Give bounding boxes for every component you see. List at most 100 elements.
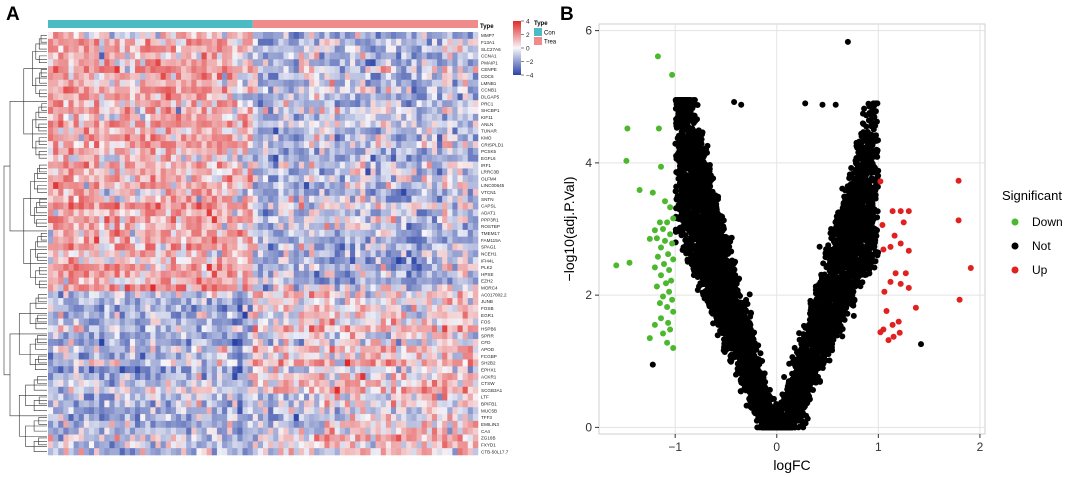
heatmap-cell (145, 202, 151, 210)
heatmap-cell (319, 414, 325, 422)
heatmap-cell (109, 141, 115, 149)
heatmap-cell (257, 195, 264, 203)
heatmap-cell (175, 161, 182, 169)
heatmap-cell (232, 427, 238, 435)
heatmap-cell (263, 243, 269, 251)
heatmap-cell (334, 407, 341, 415)
heatmap-cell (385, 120, 392, 128)
heatmap-cell (119, 52, 126, 60)
heatmap-cell (329, 291, 335, 299)
heatmap-cell (165, 72, 172, 81)
heatmap-cell (452, 72, 458, 81)
heatmap-cell (309, 427, 315, 435)
heatmap-cell (288, 311, 295, 319)
heatmap-cell (109, 72, 115, 81)
heatmap-cell (206, 298, 213, 306)
heatmap-cell (390, 352, 397, 360)
heatmap-cell (426, 93, 433, 101)
heatmap-cell (247, 325, 254, 333)
heatmap-cell (370, 270, 376, 278)
heatmap-cell (135, 93, 141, 101)
heatmap-cell (283, 79, 289, 87)
heatmap-cell (109, 366, 115, 374)
heatmap-cell (175, 113, 182, 121)
heatmap-cell (334, 311, 341, 319)
heatmap-cell (206, 291, 213, 299)
heatmap-cell (181, 195, 187, 203)
heatmap-cell (109, 325, 115, 333)
heatmap-cell (237, 236, 243, 244)
heatmap-cell (421, 134, 428, 142)
heatmap-cell (88, 216, 95, 224)
heatmap-cell (135, 359, 141, 367)
heatmap-cell (334, 168, 341, 176)
heatmap-cell (211, 339, 218, 347)
heatmap-cell (63, 168, 69, 176)
heatmap-cell (155, 311, 161, 319)
heatmap-cell (437, 141, 443, 149)
heatmap-cell (201, 32, 207, 40)
heatmap-cell (396, 182, 402, 190)
heatmap-cell (344, 311, 351, 319)
heatmap-cell (191, 223, 197, 231)
heatmap-cell (227, 66, 233, 74)
heatmap-cell (288, 45, 295, 53)
heatmap-cell (462, 393, 469, 401)
heatmap-cell (350, 386, 356, 394)
heatmap-cell (201, 407, 207, 415)
heatmap-cell (206, 250, 213, 258)
heatmap-cell (109, 291, 115, 299)
heatmap-cell (309, 414, 315, 422)
heatmap-cell (94, 373, 100, 381)
heatmap-cell (58, 100, 64, 108)
heatmap-cell (324, 168, 330, 176)
heatmap-cell (421, 270, 428, 278)
heatmap-cell (421, 414, 428, 422)
heatmap-cell (232, 216, 238, 224)
heatmap-cell (48, 209, 54, 217)
heatmap-cell (88, 325, 95, 333)
heatmap-cell (109, 45, 115, 53)
heatmap-cell (83, 400, 90, 408)
heatmap-cell (298, 236, 305, 244)
heatmap-cell (426, 393, 433, 401)
heatmap-cell (216, 359, 223, 367)
heatmap-cell (334, 236, 341, 244)
heatmap-cell (278, 379, 284, 388)
heatmap-cell (140, 134, 146, 142)
heatmap-cell (370, 79, 376, 87)
heatmap-cell (48, 359, 54, 367)
heatmap-cell (227, 134, 233, 142)
heatmap-cell (216, 420, 223, 429)
heatmap-cell (83, 161, 90, 169)
heatmap-cell (380, 373, 387, 381)
heatmap-cell (472, 161, 479, 169)
heatmap-cell (365, 93, 371, 101)
heatmap-cell (344, 345, 351, 353)
heatmap-cell (227, 318, 233, 326)
heatmap-cell (472, 318, 479, 326)
heatmap-cell (257, 325, 264, 333)
heatmap-cell (447, 79, 453, 87)
heatmap-cell (201, 209, 207, 217)
heatmap-cell (201, 38, 207, 46)
heatmap-cell (375, 236, 382, 244)
heatmap-cell (109, 236, 115, 244)
heatmap-cell (447, 414, 453, 422)
heatmap-cell (129, 202, 136, 210)
heatmap-cell (457, 284, 463, 292)
heatmap-cell (288, 386, 295, 394)
heatmap-cell (155, 400, 161, 408)
heatmap-cell (401, 195, 407, 203)
heatmap-cell (442, 45, 448, 53)
heatmap-cell (314, 120, 320, 128)
heatmap-cell (329, 386, 335, 394)
heatmap-cell (416, 86, 422, 94)
heatmap-cell (109, 66, 115, 74)
heatmap-cell (252, 59, 259, 67)
heatmap-cell (350, 100, 356, 108)
heatmap-cell (216, 311, 223, 319)
heatmap-cell (155, 52, 161, 60)
heatmap-cell (257, 66, 264, 74)
heatmap-cell (222, 284, 228, 292)
